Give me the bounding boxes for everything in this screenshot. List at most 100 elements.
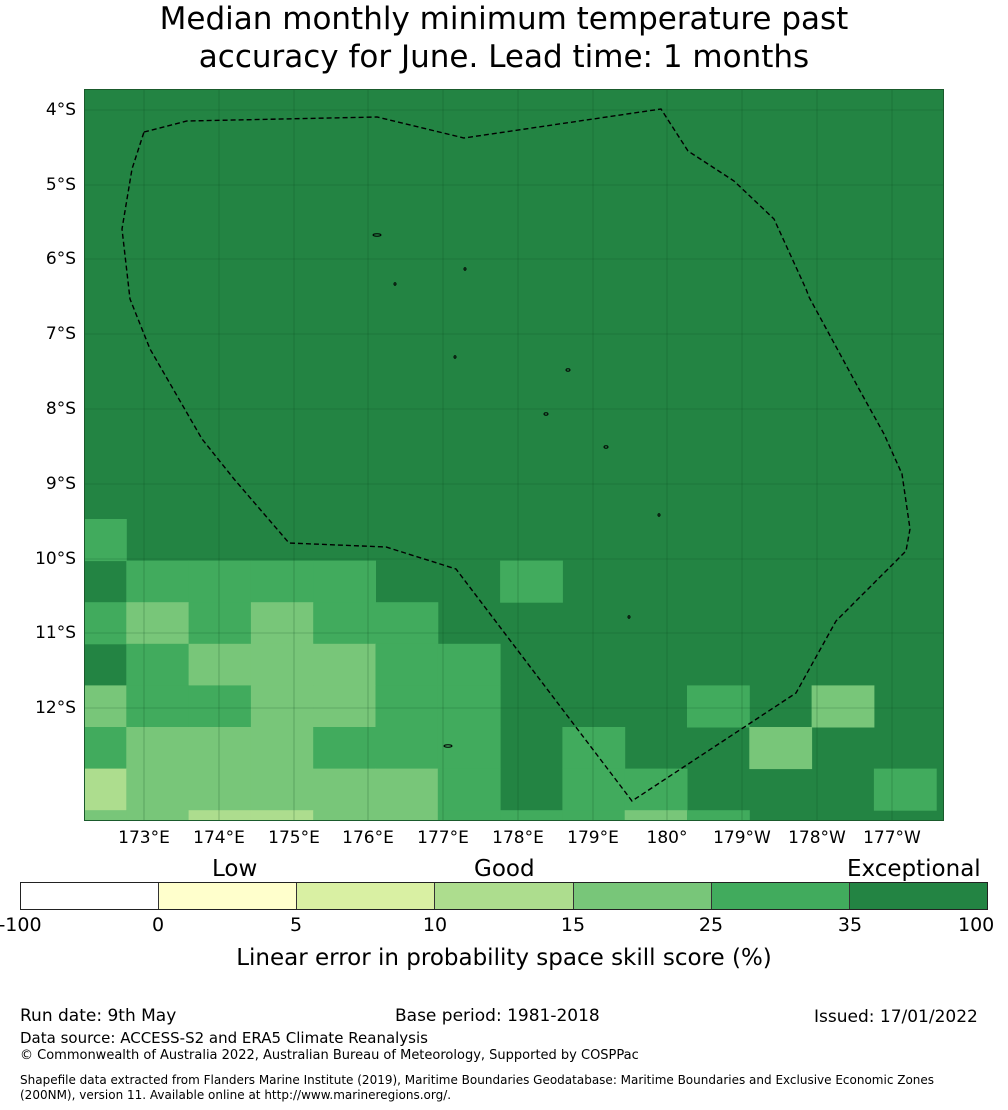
skill-cell bbox=[624, 810, 688, 821]
skill-cell bbox=[873, 768, 937, 811]
skill-cell bbox=[500, 810, 563, 821]
lat-label-6s: 6°S bbox=[45, 249, 76, 269]
island-outline bbox=[443, 744, 453, 748]
lon-label-177e: 177°E bbox=[417, 828, 469, 848]
skill-cell bbox=[375, 810, 439, 821]
skill-cell bbox=[437, 768, 501, 811]
lon-label-179e: 179°E bbox=[567, 828, 619, 848]
island-outline bbox=[463, 267, 467, 271]
lon-label-174e: 174°E bbox=[193, 828, 245, 848]
lat-label-5s: 5°S bbox=[45, 175, 76, 195]
skill-cell bbox=[126, 602, 190, 645]
colorbar-segment-below-0 bbox=[21, 883, 160, 909]
island-outline bbox=[543, 412, 549, 416]
skill-cell bbox=[188, 685, 252, 728]
skill-cell bbox=[250, 560, 314, 603]
data-source: Data source: ACCESS-S2 and ERA5 Climate … bbox=[20, 1029, 428, 1047]
base-period: Base period: 1981-2018 bbox=[395, 1006, 600, 1026]
island-outline bbox=[393, 282, 397, 286]
island-outline bbox=[657, 513, 661, 517]
island-outline bbox=[565, 368, 571, 372]
skill-cell bbox=[250, 768, 314, 811]
lat-label-7s: 7°S bbox=[45, 324, 76, 344]
skill-cell bbox=[811, 685, 875, 728]
skill-cell bbox=[749, 727, 813, 770]
lon-label-180: 180° bbox=[646, 828, 688, 848]
colorbar-tick-10: 10 bbox=[422, 914, 448, 936]
skill-cell bbox=[437, 685, 501, 728]
colorbar-tick-100: 100 bbox=[958, 914, 995, 936]
island-outline bbox=[603, 445, 609, 449]
skill-cell bbox=[126, 560, 190, 603]
colorbar bbox=[20, 882, 988, 910]
skill-cell bbox=[188, 643, 252, 686]
skill-cell bbox=[84, 602, 127, 645]
colorbar-segment-35-100 bbox=[849, 883, 987, 909]
colorbar-segment-0-5 bbox=[159, 883, 298, 909]
skill-cell bbox=[188, 560, 252, 603]
skill-cell bbox=[313, 685, 376, 728]
skill-cell bbox=[375, 768, 439, 811]
colorbar-segment-5-10 bbox=[297, 883, 436, 909]
skill-cell bbox=[250, 643, 314, 686]
skill-cell bbox=[84, 768, 127, 811]
island-outline bbox=[453, 355, 457, 359]
skill-cell bbox=[126, 643, 190, 686]
skill-map bbox=[84, 89, 944, 821]
colorbar-label: Linear error in probability space skill … bbox=[236, 945, 772, 971]
legend-category-exceptional: Exceptional bbox=[847, 856, 981, 882]
skill-cell bbox=[188, 810, 252, 821]
skill-cell bbox=[313, 810, 376, 821]
skill-cell bbox=[687, 810, 750, 821]
legend-category-low: Low bbox=[212, 856, 258, 882]
lon-label-173e: 173°E bbox=[118, 828, 170, 848]
skill-cell bbox=[84, 519, 127, 562]
title-line-2: accuracy for June. Lead time: 1 months bbox=[198, 39, 810, 75]
lon-label-178w: 178°W bbox=[788, 828, 846, 848]
skill-cell bbox=[250, 810, 314, 821]
skill-cell bbox=[562, 727, 626, 770]
skill-cell bbox=[126, 810, 190, 821]
eez-boundary bbox=[121, 108, 911, 802]
skill-cell bbox=[313, 602, 376, 645]
colorbar-segment-25-35 bbox=[711, 883, 850, 909]
issued-date: Issued: 17/01/2022 bbox=[814, 1007, 978, 1027]
colorbar-tick-minus100: -100 bbox=[0, 914, 42, 936]
colorbar-tick-15: 15 bbox=[560, 914, 586, 936]
skill-cell bbox=[375, 602, 439, 645]
colorbar-segment-10-15 bbox=[435, 883, 574, 909]
colorbar-tick-5: 5 bbox=[289, 914, 303, 936]
colorbar-tick-25: 25 bbox=[698, 914, 724, 936]
skill-cell bbox=[84, 685, 127, 728]
island-outline bbox=[627, 615, 631, 619]
lat-label-10s: 10°S bbox=[35, 549, 76, 569]
skill-cell bbox=[126, 727, 190, 770]
lon-label-175e: 175°E bbox=[268, 828, 320, 848]
shapefile-credit: Shapefile data extracted from Flanders M… bbox=[20, 1073, 935, 1102]
skill-cell bbox=[313, 727, 376, 770]
skill-cell bbox=[437, 810, 501, 821]
skill-cell bbox=[562, 768, 626, 811]
skill-cell bbox=[188, 727, 252, 770]
skill-cell bbox=[687, 685, 750, 728]
lon-label-176e: 176°E bbox=[342, 828, 394, 848]
lat-label-9s: 9°S bbox=[45, 474, 76, 494]
run-date: Run date: 9th May bbox=[20, 1006, 177, 1026]
page-title: Median monthly minimum temperature past … bbox=[0, 0, 1008, 76]
skill-cell bbox=[250, 685, 314, 728]
colorbar-segment-15-25 bbox=[573, 883, 712, 909]
lon-label-178e: 178°E bbox=[492, 828, 544, 848]
skill-cell bbox=[84, 810, 127, 821]
lat-label-4s: 4°S bbox=[45, 100, 76, 120]
skill-cell bbox=[562, 810, 626, 821]
skill-cell bbox=[375, 727, 439, 770]
skill-cell bbox=[188, 768, 252, 811]
skill-cell bbox=[375, 643, 439, 686]
lat-label-12s: 12°S bbox=[35, 698, 76, 718]
lon-label-177w: 177°W bbox=[863, 828, 921, 848]
legend-category-good: Good bbox=[474, 856, 535, 882]
skill-cell bbox=[375, 685, 439, 728]
skill-cell bbox=[437, 727, 501, 770]
lat-label-11s: 11°S bbox=[35, 623, 76, 643]
skill-cell bbox=[250, 727, 314, 770]
